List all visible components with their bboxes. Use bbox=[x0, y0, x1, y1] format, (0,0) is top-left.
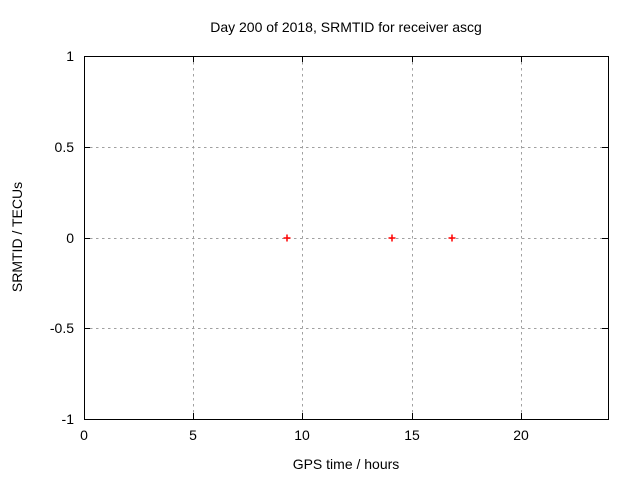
x-tick-label: 10 bbox=[294, 427, 310, 443]
plot-border bbox=[84, 56, 609, 420]
y-tick-label: 0 bbox=[66, 230, 74, 246]
x-axis-label: GPS time / hours bbox=[292, 456, 400, 472]
data-point-marker bbox=[448, 234, 456, 242]
x-tick-label: 20 bbox=[513, 427, 529, 443]
x-tick-label: 0 bbox=[80, 427, 88, 443]
y-tick-label: -1 bbox=[62, 411, 75, 427]
data-point-marker bbox=[388, 234, 396, 242]
y-tick-label: 1 bbox=[66, 48, 74, 64]
y-tick-label: -0.5 bbox=[50, 320, 74, 336]
chart-title: Day 200 of 2018, SRMTID for receiver asc… bbox=[210, 19, 482, 35]
x-tick-label: 15 bbox=[404, 427, 420, 443]
x-tick-label: 5 bbox=[189, 427, 197, 443]
data-point-marker bbox=[283, 234, 291, 242]
y-tick-label: 0.5 bbox=[55, 139, 75, 155]
